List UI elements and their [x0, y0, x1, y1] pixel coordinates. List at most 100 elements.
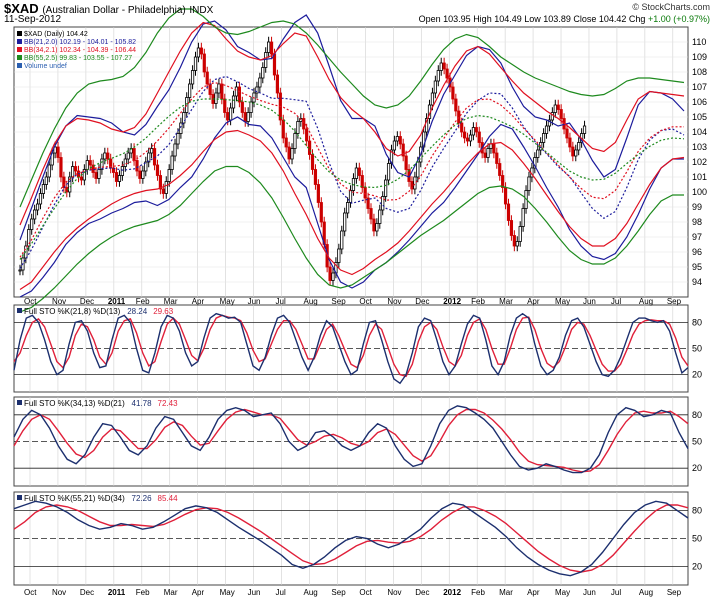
sto-y-tick: 80 [692, 410, 702, 420]
price-candle [457, 110, 461, 124]
high-label: High [473, 14, 492, 24]
x-tick-label: Mar [164, 297, 178, 306]
y-tick-label: 106 [692, 97, 707, 107]
x-tick-label: Aug [303, 588, 317, 597]
price-candle [509, 220, 514, 236]
sto-legend-swatch [17, 495, 22, 500]
price-candle [106, 152, 110, 160]
price-candle [287, 146, 291, 160]
low-value: 103.89 [543, 14, 571, 24]
price-candle [176, 133, 180, 145]
sto-legend-label: Full STO %K(55,21) %D(34) [24, 494, 125, 503]
legend-entry: BB(34,2.1) 102.34 - 104.39 - 106.44 [24, 47, 136, 54]
price-candle [47, 164, 51, 178]
price-candle [521, 208, 525, 227]
price-candle [483, 152, 487, 158]
sto-y-tick: 20 [692, 561, 702, 571]
price-candle [357, 167, 361, 176]
price-candle [182, 112, 186, 124]
legend-swatch [17, 47, 22, 52]
sto-k-line [13, 312, 689, 385]
sto-legend-swatch [17, 400, 22, 405]
price-candle [71, 166, 75, 178]
price-candle [571, 146, 575, 157]
price-candle [94, 172, 98, 179]
price-candle [68, 176, 72, 193]
y-tick-label: 98 [692, 217, 702, 227]
price-candle [451, 86, 455, 100]
price-candle [231, 95, 236, 109]
price-candle [474, 127, 478, 133]
y-tick-label: 101 [692, 172, 707, 182]
price-candle [553, 104, 557, 113]
x-tick-label: Apr [527, 588, 540, 597]
price-candle [340, 230, 344, 250]
chg-label: Chg [628, 14, 646, 24]
price-candle [445, 68, 449, 79]
legend-entry: Volume undef [24, 63, 67, 70]
x-tick-label: Feb [471, 588, 485, 597]
x-tick-label: Mar [499, 588, 513, 597]
y-tick-label: 96 [692, 247, 702, 257]
x-tick-label: Sep [667, 588, 682, 597]
x-tick-label: Sep [667, 297, 682, 306]
price-candle [56, 146, 60, 158]
x-tick-label: Dec [415, 588, 429, 597]
price-candle [275, 74, 280, 94]
price-candle [541, 133, 546, 143]
price-candle [229, 107, 233, 121]
x-tick-label: Jun [248, 297, 261, 306]
price-candle [577, 142, 581, 151]
price-candle [179, 122, 183, 134]
sto-k-line [13, 500, 689, 577]
price-candle [226, 112, 230, 121]
y-tick-label: 102 [692, 157, 707, 167]
price-candle [582, 125, 587, 134]
price-candle [305, 128, 309, 142]
price-candle [316, 184, 320, 203]
price-candle [255, 86, 259, 94]
price-candle [468, 134, 473, 142]
price-candle [313, 169, 318, 185]
price-candle [498, 163, 502, 176]
x-tick-label: Jul [611, 297, 621, 306]
x-tick-label: Jul [276, 297, 286, 306]
price-candle [506, 203, 511, 221]
bb55-lower-line [19, 165, 684, 313]
bb55-middle-line [19, 98, 685, 260]
price-candle [416, 161, 420, 178]
price-candle [173, 143, 177, 157]
sto-y-tick: 20 [692, 463, 702, 473]
price-candle [556, 104, 560, 110]
sto-d-line [13, 408, 689, 473]
price-candle [44, 176, 48, 185]
x-tick-label: Aug [639, 297, 653, 306]
x-tick-label: 2011 [108, 588, 126, 597]
price-candle [132, 148, 136, 161]
instrument-name: (Australian Dollar - Philadelphia) [42, 5, 186, 16]
price-candle [73, 166, 78, 172]
y-tick-label: 94 [692, 277, 702, 287]
legend-entry: BB(21,2.0) 102.19 - 104.01 - 105.82 [24, 39, 136, 46]
price-candle [199, 47, 203, 55]
x-tick-label: Jun [583, 588, 596, 597]
chg-value: +1.00 (+0.97%) [647, 14, 710, 24]
x-tick-label: May [220, 588, 235, 597]
low-label: Low [524, 14, 541, 24]
price-candle [281, 119, 285, 139]
x-tick-label: Feb [136, 297, 150, 306]
x-tick-label: Sep [331, 588, 346, 597]
legend-entry: $XAD (Daily) 104.42 [24, 31, 88, 38]
x-tick-label: Nov [52, 297, 66, 306]
ohlc-readout: Open 103.95 High 104.49 Low 103.89 Close… [419, 14, 710, 24]
x-tick-label: Sep [331, 297, 346, 306]
x-tick-label: Feb [136, 588, 150, 597]
price-candle [155, 164, 160, 176]
y-tick-label: 105 [692, 112, 707, 122]
price-candle [568, 137, 572, 148]
price-candle [348, 190, 353, 203]
x-tick-label: May [555, 588, 570, 597]
price-candle [489, 143, 493, 149]
y-tick-label: 108 [692, 67, 707, 77]
price-candle [404, 155, 408, 170]
